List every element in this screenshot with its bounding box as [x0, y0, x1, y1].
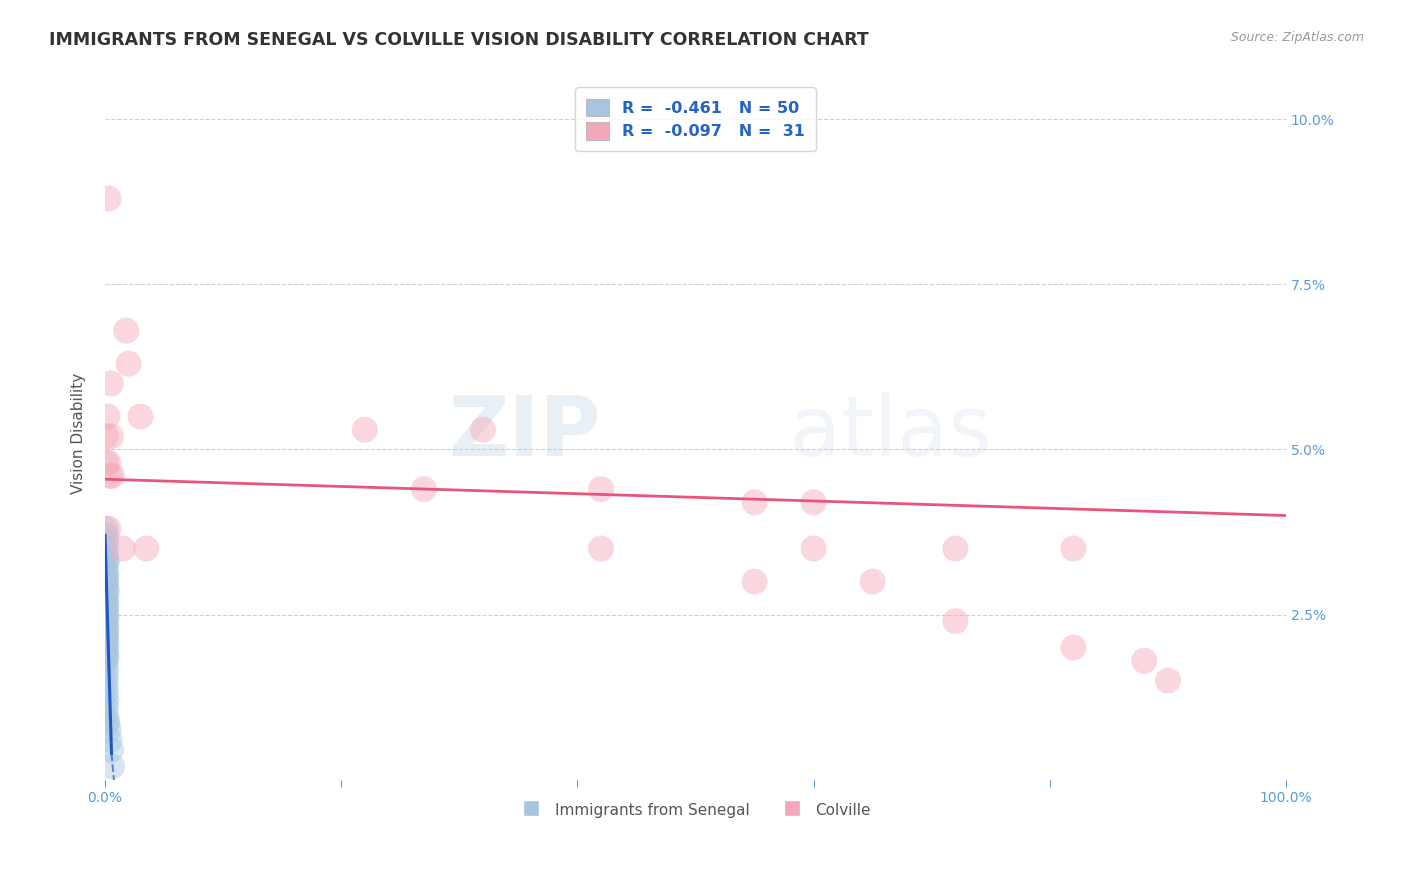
Point — [94, 561, 117, 575]
Point — [135, 541, 157, 556]
Point — [471, 423, 494, 437]
Point — [96, 713, 118, 727]
Point — [862, 574, 884, 589]
Point — [94, 660, 117, 674]
Point — [129, 409, 152, 424]
Point — [94, 614, 117, 628]
Point — [94, 548, 117, 562]
Point — [96, 535, 118, 549]
Point — [97, 723, 120, 737]
Point — [94, 429, 117, 443]
Point — [94, 541, 117, 556]
Point — [97, 192, 120, 206]
Point — [100, 429, 122, 443]
Point — [96, 687, 118, 701]
Point — [94, 680, 117, 694]
Point — [744, 574, 766, 589]
Point — [96, 581, 118, 595]
Text: IMMIGRANTS FROM SENEGAL VS COLVILLE VISION DISABILITY CORRELATION CHART: IMMIGRANTS FROM SENEGAL VS COLVILLE VISI… — [49, 31, 869, 49]
Point — [94, 640, 117, 655]
Point — [111, 541, 134, 556]
Point — [96, 624, 118, 638]
Point — [412, 482, 434, 496]
Text: Source: ZipAtlas.com: Source: ZipAtlas.com — [1230, 31, 1364, 45]
Point — [1133, 654, 1156, 668]
Point — [96, 584, 118, 599]
Point — [96, 555, 118, 569]
Point — [94, 700, 117, 714]
Point — [96, 409, 118, 424]
Point — [96, 650, 118, 665]
Point — [353, 423, 375, 437]
Point — [117, 357, 139, 371]
Point — [100, 743, 122, 757]
Legend: Immigrants from Senegal, Colville: Immigrants from Senegal, Colville — [513, 796, 877, 824]
Point — [96, 528, 118, 542]
Point — [96, 621, 118, 635]
Point — [1062, 541, 1084, 556]
Point — [803, 541, 825, 556]
Point — [803, 495, 825, 509]
Point — [101, 759, 124, 773]
Point — [94, 654, 117, 668]
Point — [589, 482, 612, 496]
Point — [100, 376, 122, 391]
Point — [943, 614, 966, 628]
Point — [1157, 673, 1180, 688]
Point — [94, 565, 117, 579]
Point — [94, 591, 117, 605]
Point — [115, 324, 138, 338]
Point — [94, 601, 117, 615]
Point — [94, 706, 117, 721]
Point — [98, 469, 121, 483]
Point — [96, 568, 118, 582]
Point — [94, 673, 117, 688]
Text: atlas: atlas — [790, 392, 991, 474]
Point — [94, 627, 117, 641]
Point — [94, 588, 117, 602]
Point — [96, 456, 118, 470]
Point — [94, 617, 117, 632]
Point — [96, 598, 118, 612]
Point — [96, 637, 118, 651]
Point — [96, 647, 118, 661]
Point — [96, 667, 118, 681]
Point — [96, 607, 118, 622]
Point — [96, 634, 118, 648]
Point — [94, 604, 117, 618]
Point — [589, 541, 612, 556]
Point — [96, 574, 118, 589]
Point — [94, 631, 117, 645]
Point — [101, 469, 124, 483]
Point — [96, 555, 118, 569]
Point — [94, 522, 117, 536]
Point — [1062, 640, 1084, 655]
Point — [94, 578, 117, 592]
Point — [96, 611, 118, 625]
Point — [94, 571, 117, 585]
Text: ZIP: ZIP — [449, 392, 600, 474]
Point — [96, 693, 118, 707]
Point — [97, 522, 120, 536]
Point — [96, 716, 118, 731]
Point — [943, 541, 966, 556]
Point — [97, 456, 120, 470]
Y-axis label: Vision Disability: Vision Disability — [72, 372, 86, 493]
Point — [98, 733, 121, 747]
Point — [94, 644, 117, 658]
Point — [744, 495, 766, 509]
Point — [96, 594, 118, 608]
